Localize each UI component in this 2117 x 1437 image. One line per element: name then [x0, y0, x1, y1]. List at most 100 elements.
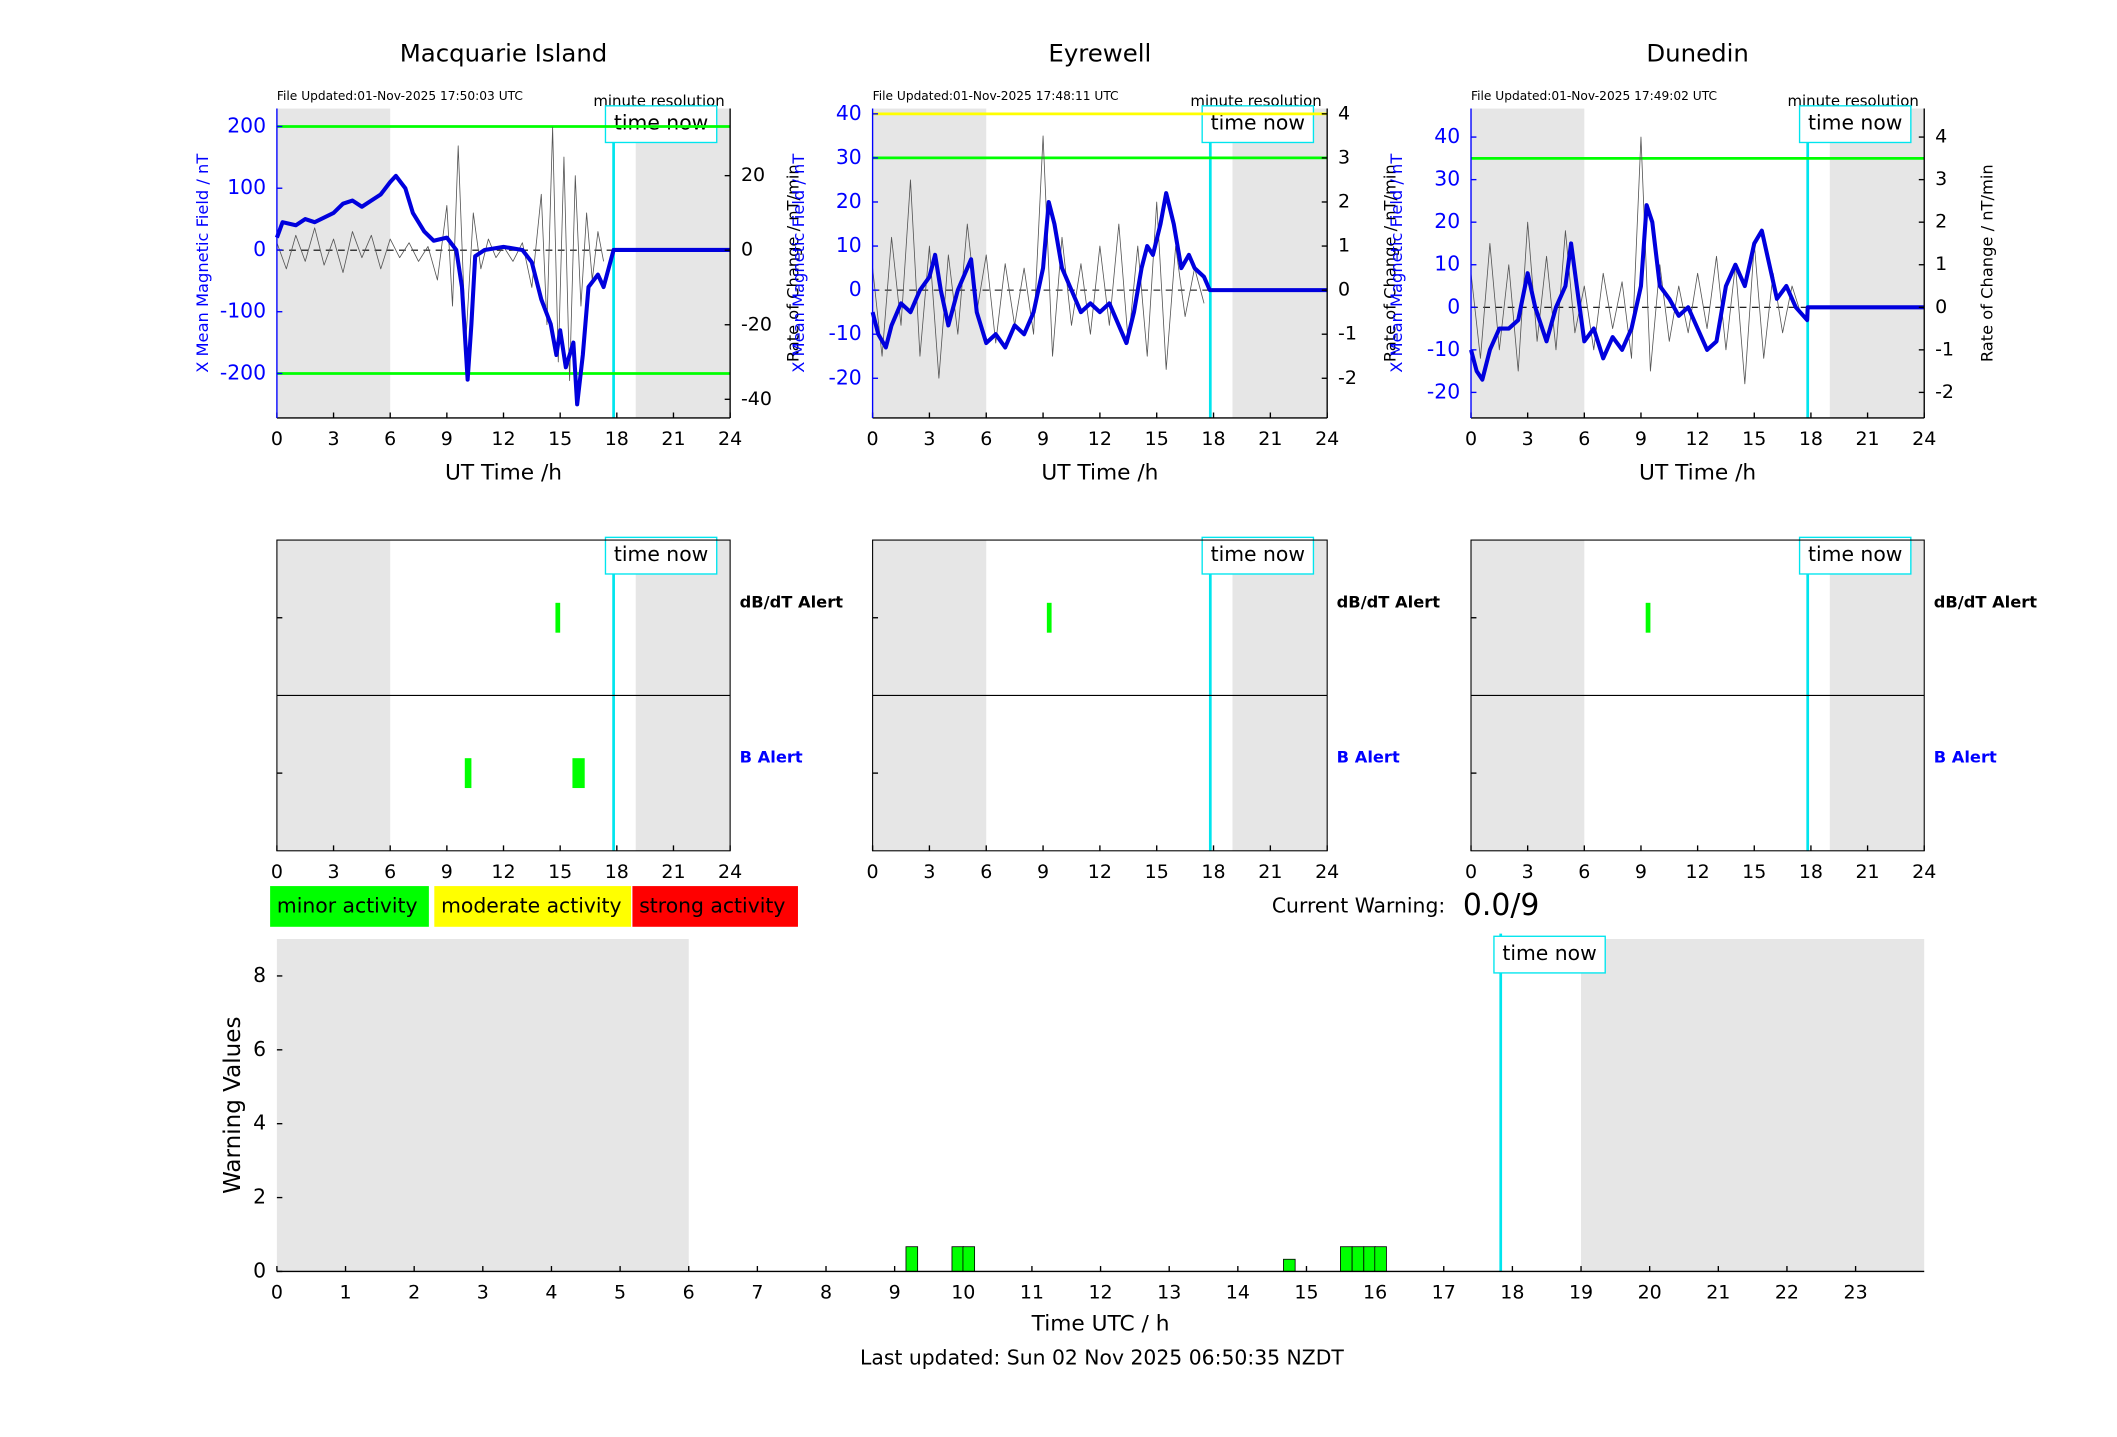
current-warning-label: Current Warning: — [1272, 893, 1445, 917]
x-tick-label: 15 — [1742, 861, 1766, 883]
x-tick-label: 24 — [1315, 861, 1339, 883]
x-tick-label: 1 — [339, 1282, 351, 1304]
time-now-label: time now — [1502, 941, 1596, 965]
time-now-box — [604, 536, 718, 575]
x-tick-label: 12 — [1686, 428, 1710, 450]
legend-swatch — [434, 886, 632, 927]
x-tick-label: 9 — [1635, 428, 1647, 450]
alert-mark — [555, 602, 561, 633]
series-line — [1470, 136, 1802, 385]
row-label: B Alert — [740, 748, 803, 767]
chart-title: Macquarie Island — [400, 38, 608, 67]
x-tick-label: 6 — [980, 861, 992, 883]
x-tick-label: 21 — [1258, 428, 1282, 450]
y2-tick-label: 1 — [1338, 235, 1350, 257]
y-tick-label: 0 — [849, 277, 862, 301]
file-updated: File Updated:01-Nov-2025 17:49:02 UTC — [1471, 89, 1717, 103]
time-now-label: time now — [614, 110, 708, 134]
x-tick-label: 12 — [1088, 428, 1112, 450]
y-axis-label: X Mean Magnetic Field / nT — [789, 154, 808, 373]
x-tick-label: 3 — [923, 861, 935, 883]
legend-label: moderate activity — [441, 893, 621, 917]
x-tick-label: 18 — [1201, 428, 1225, 450]
night-shade — [276, 108, 391, 418]
legend-swatch — [270, 886, 429, 927]
x-tick-label: 0 — [271, 861, 283, 883]
x-tick-label: 13 — [1157, 1282, 1181, 1304]
x-tick-label: 12 — [491, 428, 515, 450]
y2-tick-label: 2 — [1935, 211, 1947, 233]
night-shade — [276, 939, 689, 1272]
legend-label: minor activity — [277, 893, 418, 917]
y-tick-label: -200 — [220, 360, 266, 384]
y-tick-label: 2 — [253, 1185, 266, 1209]
x-tick-label: 9 — [889, 1282, 901, 1304]
night-shade — [635, 108, 731, 418]
time-now-box — [1493, 935, 1606, 974]
bar — [1340, 1246, 1353, 1272]
x-tick-label: 15 — [548, 428, 572, 450]
x-tick-label: 9 — [441, 428, 453, 450]
y-tick-label: 6 — [253, 1037, 266, 1061]
x-tick-label: 6 — [384, 428, 396, 450]
x-tick-label: 14 — [1226, 1282, 1250, 1304]
x-tick-label: 18 — [605, 861, 629, 883]
y2-tick-label: 3 — [1338, 146, 1350, 168]
x-tick-label: 6 — [683, 1282, 695, 1304]
y-tick-label: -100 — [220, 299, 266, 323]
y2-tick-label: -2 — [1935, 381, 1954, 403]
y2-tick-label: 4 — [1338, 102, 1350, 124]
x-tick-label: 6 — [980, 428, 992, 450]
x-tick-label: 0 — [271, 428, 283, 450]
x-tick-label: 11 — [1020, 1282, 1044, 1304]
x-tick-label: 0 — [867, 861, 879, 883]
x-tick-label: 15 — [1742, 428, 1766, 450]
bar — [951, 1246, 965, 1272]
x-tick-label: 12 — [1088, 1282, 1112, 1304]
x-tick-label: 9 — [1037, 428, 1049, 450]
y2-axis-label: Rate of Change / nT/min — [1380, 164, 1399, 362]
bar — [1363, 1246, 1376, 1272]
x-tick-label: 21 — [1855, 428, 1879, 450]
y-tick-label: 20 — [1434, 209, 1460, 233]
file-updated: File Updated:01-Nov-2025 17:48:11 UTC — [873, 89, 1119, 103]
x-tick-label: 19 — [1569, 1282, 1593, 1304]
x-tick-label: 12 — [1686, 861, 1710, 883]
x-tick-label: 3 — [328, 861, 340, 883]
x-tick-label: 16 — [1363, 1282, 1387, 1304]
legend-swatch — [632, 886, 798, 927]
y-tick-label: 10 — [1434, 252, 1460, 276]
x-tick-label: 7 — [751, 1282, 763, 1304]
alert-mark — [464, 758, 472, 789]
y-tick-label: 8 — [253, 963, 266, 987]
x-tick-label: 18 — [1799, 428, 1823, 450]
x-tick-label: 21 — [661, 428, 685, 450]
x-axis-label: Time UTC / h — [1031, 1311, 1170, 1336]
y-tick-label: 200 — [227, 113, 266, 137]
time-now-box — [1201, 536, 1315, 575]
y2-tick-label: 1 — [1935, 253, 1947, 275]
x-tick-label: 15 — [1145, 428, 1169, 450]
y-tick-label: 0 — [1447, 294, 1460, 318]
alert-mark — [1046, 602, 1052, 633]
y2-tick-label: -20 — [741, 313, 772, 335]
time-now-label: time now — [614, 542, 708, 566]
row-label: B Alert — [1337, 748, 1400, 767]
y2-tick-label: 2 — [1338, 190, 1350, 212]
bar — [1283, 1258, 1296, 1272]
x-axis-label: UT Time /h — [1041, 461, 1158, 486]
x-tick-label: 20 — [1638, 1282, 1662, 1304]
y2-tick-label: -2 — [1338, 367, 1357, 389]
y-tick-label: 10 — [836, 233, 862, 257]
chart-title: Eyrewell — [1048, 38, 1151, 67]
x-tick-label: 0 — [1465, 428, 1477, 450]
x-tick-label: 0 — [271, 1282, 283, 1304]
y-tick-label: -10 — [1427, 337, 1460, 361]
plot-frame — [872, 539, 1328, 852]
x-tick-label: 3 — [923, 428, 935, 450]
x-tick-label: 10 — [951, 1282, 975, 1304]
y2-tick-label: 4 — [1935, 126, 1947, 148]
legend-label: strong activity — [639, 893, 785, 917]
x-tick-label: 21 — [1706, 1282, 1730, 1304]
